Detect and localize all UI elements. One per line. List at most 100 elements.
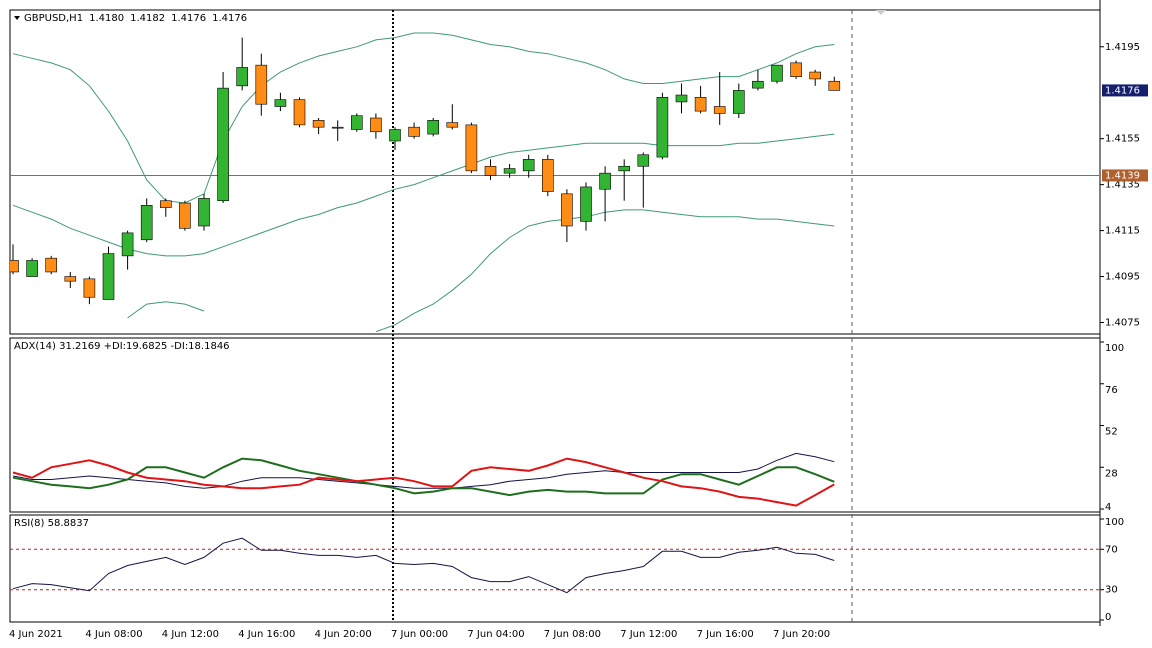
candle-body xyxy=(790,62,802,77)
y-tick-label: 76 xyxy=(1105,385,1118,396)
ohlc-value: 1.4176 xyxy=(212,13,247,24)
candle-body xyxy=(331,126,344,129)
candle-body xyxy=(465,124,478,172)
bollinger-band xyxy=(127,301,205,319)
candle-body xyxy=(618,165,631,172)
x-tick-label: 4 Jun 08:00 xyxy=(85,629,142,640)
candle-body xyxy=(140,205,153,241)
x-tick-label: 7 Jun 00:00 xyxy=(391,629,448,640)
y-tick-label: 28 xyxy=(1105,468,1118,479)
candle-body xyxy=(656,97,669,158)
candle-body xyxy=(389,129,401,142)
candle-body xyxy=(694,97,707,112)
plot-area xyxy=(12,452,835,507)
x-tick-label: 7 Jun 20:00 xyxy=(773,629,830,640)
price-panel xyxy=(9,9,1101,335)
y-tick-label: 1.4075 xyxy=(1105,318,1140,329)
candle-body xyxy=(102,253,115,300)
candle-body xyxy=(350,115,363,130)
candle-body xyxy=(828,80,841,91)
y-tick-label: 0 xyxy=(1105,612,1111,623)
candle-body xyxy=(370,117,382,133)
candle-body xyxy=(45,257,58,273)
plot-area xyxy=(10,32,1100,333)
candle-body xyxy=(599,172,611,190)
candle-body xyxy=(732,90,745,114)
x-tick-label: 7 Jun 16:00 xyxy=(697,629,754,640)
bollinger-band xyxy=(12,133,835,257)
candle-body xyxy=(752,80,764,89)
shift-marker[interactable] xyxy=(876,10,886,15)
candle-body xyxy=(83,278,96,298)
ohlc-value: 1.4176 xyxy=(171,13,206,24)
candle-body xyxy=(637,154,650,167)
candle-body xyxy=(121,232,134,257)
last-price-tag xyxy=(1102,84,1148,97)
candle-body xyxy=(503,168,516,174)
candle-body xyxy=(561,193,573,227)
y-tick-label: 100 xyxy=(1105,517,1124,528)
candle-body xyxy=(809,71,822,80)
y-tick-label: 1.4195 xyxy=(1105,42,1140,53)
candle-body xyxy=(255,64,268,105)
candle-body xyxy=(484,165,497,176)
indicator-line xyxy=(12,457,835,497)
indicator-line xyxy=(12,452,835,489)
ohlc-value: 1.4180 xyxy=(89,13,124,24)
candle-body xyxy=(10,260,19,273)
y-tick-label: 70 xyxy=(1105,544,1118,555)
candle-body xyxy=(26,260,38,277)
bollinger-band xyxy=(12,32,835,204)
title-text: ADX(14) 31.2169 +DI:19.6825 -DI:18.1846 xyxy=(14,341,230,352)
ohlc-value: 1.4182 xyxy=(130,13,165,24)
x-tick-label: 7 Jun 12:00 xyxy=(620,629,677,640)
candle-body xyxy=(274,99,287,107)
y-tick-label: 1.4115 xyxy=(1105,226,1140,237)
x-tick-label: 7 Jun 08:00 xyxy=(544,629,601,640)
candle-body xyxy=(675,94,688,103)
candle-body xyxy=(293,99,306,126)
indicator-title: RSI(8) 58.8837 xyxy=(14,518,89,529)
y-tick-label: 30 xyxy=(1105,585,1118,596)
y-tick-label: 1.4095 xyxy=(1105,272,1140,283)
indicator-line xyxy=(12,457,835,507)
candle-body xyxy=(541,159,554,192)
last-price-label: 1.4176 xyxy=(1105,85,1140,96)
y-tick-label: 4 xyxy=(1105,502,1111,513)
y-tick-label: 1.4135 xyxy=(1105,180,1140,191)
candle-body xyxy=(198,198,210,227)
indicator-line xyxy=(12,537,835,594)
title-text: GBPUSD,H1 xyxy=(24,13,83,24)
indicator-title: ADX(14) 31.2169 +DI:19.6825 -DI:18.1846 xyxy=(14,341,230,352)
candle-body xyxy=(580,186,592,222)
x-tick-label: 4 Jun 12:00 xyxy=(162,629,219,640)
menu-triangle[interactable] xyxy=(14,16,20,20)
x-tick-label: 4 Jun 16:00 xyxy=(238,629,295,640)
candle-body xyxy=(427,119,440,135)
candle-body xyxy=(236,67,248,87)
candle-body xyxy=(160,200,172,208)
y-tick-label: 52 xyxy=(1105,427,1118,438)
candle-body xyxy=(64,276,77,282)
candle-body xyxy=(522,159,535,172)
adx-panel xyxy=(9,337,1101,513)
y-tick-label: 100 xyxy=(1105,343,1124,354)
candle-body xyxy=(771,64,783,82)
price-level-label: 1.4139 xyxy=(1105,170,1140,181)
x-tick-label: 4 Jun 20:00 xyxy=(315,629,372,640)
rsi-panel xyxy=(9,514,1101,623)
x-tick-label: 4 Jun 2021 xyxy=(9,629,63,640)
price-level-tag xyxy=(1102,169,1148,182)
x-tick-label: 7 Jun 04:00 xyxy=(467,629,524,640)
candle-body xyxy=(217,87,229,202)
candle-body xyxy=(179,202,191,229)
y-tick-label: 1.4155 xyxy=(1105,134,1140,145)
title-text: RSI(8) 58.8837 xyxy=(14,518,89,529)
candle-body xyxy=(446,122,459,128)
candle-body xyxy=(408,126,420,137)
plot-area xyxy=(10,537,1100,594)
candle-body xyxy=(713,106,726,114)
indicator-title: GBPUSD,H1 1.4180 1.4182 1.4176 1.4176 xyxy=(24,13,247,24)
